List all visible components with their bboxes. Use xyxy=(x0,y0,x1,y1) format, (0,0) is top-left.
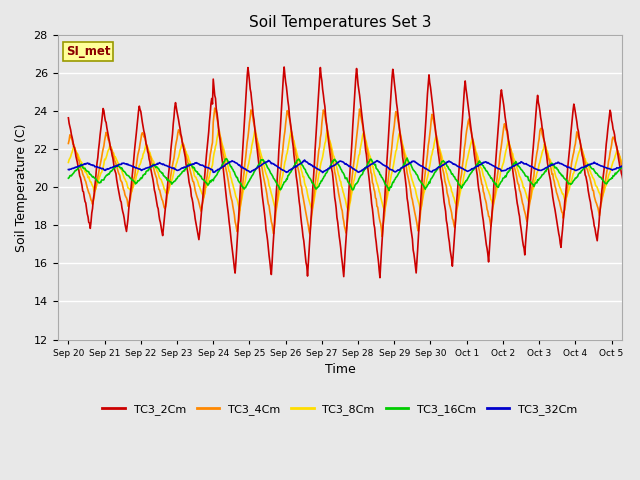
TC3_8Cm xyxy=(290,138,298,144)
TC3_8Cm xyxy=(214,127,222,133)
TC3_16Cm xyxy=(239,184,246,190)
TC3_4Cm xyxy=(290,144,298,150)
TC3_16Cm xyxy=(419,182,427,188)
TC3_16Cm xyxy=(385,188,393,193)
TC3_16Cm xyxy=(403,155,411,161)
TC3_8Cm xyxy=(65,159,72,165)
TC3_8Cm xyxy=(268,193,276,199)
TC3_16Cm xyxy=(289,165,297,171)
TC3_2Cm xyxy=(290,152,298,158)
TC3_8Cm xyxy=(452,201,460,206)
Line: TC3_16Cm: TC3_16Cm xyxy=(68,158,640,191)
TC3_16Cm xyxy=(268,171,275,177)
TC3_2Cm xyxy=(419,162,427,168)
Line: TC3_8Cm: TC3_8Cm xyxy=(68,130,640,211)
TC3_32Cm xyxy=(239,164,246,170)
TC3_2Cm xyxy=(452,220,460,226)
Line: TC3_2Cm: TC3_2Cm xyxy=(68,67,640,278)
Text: SI_met: SI_met xyxy=(66,45,111,58)
TC3_2Cm xyxy=(65,115,72,120)
TC3_32Cm xyxy=(268,161,275,167)
TC3_2Cm xyxy=(239,148,246,154)
Y-axis label: Soil Temperature (C): Soil Temperature (C) xyxy=(15,123,28,252)
TC3_16Cm xyxy=(452,176,460,182)
TC3_8Cm xyxy=(344,208,352,214)
TC3_32Cm xyxy=(419,164,427,170)
TC3_32Cm xyxy=(452,162,460,168)
Line: TC3_32Cm: TC3_32Cm xyxy=(68,160,640,172)
Legend: TC3_2Cm, TC3_4Cm, TC3_8Cm, TC3_16Cm, TC3_32Cm: TC3_2Cm, TC3_4Cm, TC3_8Cm, TC3_16Cm, TC3… xyxy=(98,400,582,420)
TC3_8Cm xyxy=(132,173,140,179)
TC3_4Cm xyxy=(65,141,72,146)
TC3_2Cm xyxy=(376,275,384,281)
TC3_8Cm xyxy=(239,188,247,193)
TC3_32Cm xyxy=(132,165,140,170)
TC3_4Cm xyxy=(378,234,386,240)
TC3_32Cm xyxy=(65,167,72,172)
TC3_4Cm xyxy=(452,218,460,224)
Title: Soil Temperatures Set 3: Soil Temperatures Set 3 xyxy=(249,15,431,30)
TC3_32Cm xyxy=(301,157,308,163)
TC3_4Cm xyxy=(211,105,219,111)
TC3_4Cm xyxy=(268,221,276,227)
TC3_2Cm xyxy=(280,64,288,70)
TC3_4Cm xyxy=(132,163,140,168)
TC3_4Cm xyxy=(419,188,427,194)
Line: TC3_4Cm: TC3_4Cm xyxy=(68,108,640,237)
TC3_2Cm xyxy=(268,272,275,277)
TC3_32Cm xyxy=(319,169,326,175)
TC3_2Cm xyxy=(132,131,140,136)
TC3_16Cm xyxy=(65,175,72,181)
X-axis label: Time: Time xyxy=(324,363,355,376)
TC3_4Cm xyxy=(239,174,247,180)
TC3_16Cm xyxy=(132,180,140,186)
TC3_8Cm xyxy=(419,195,427,201)
TC3_32Cm xyxy=(289,165,297,171)
